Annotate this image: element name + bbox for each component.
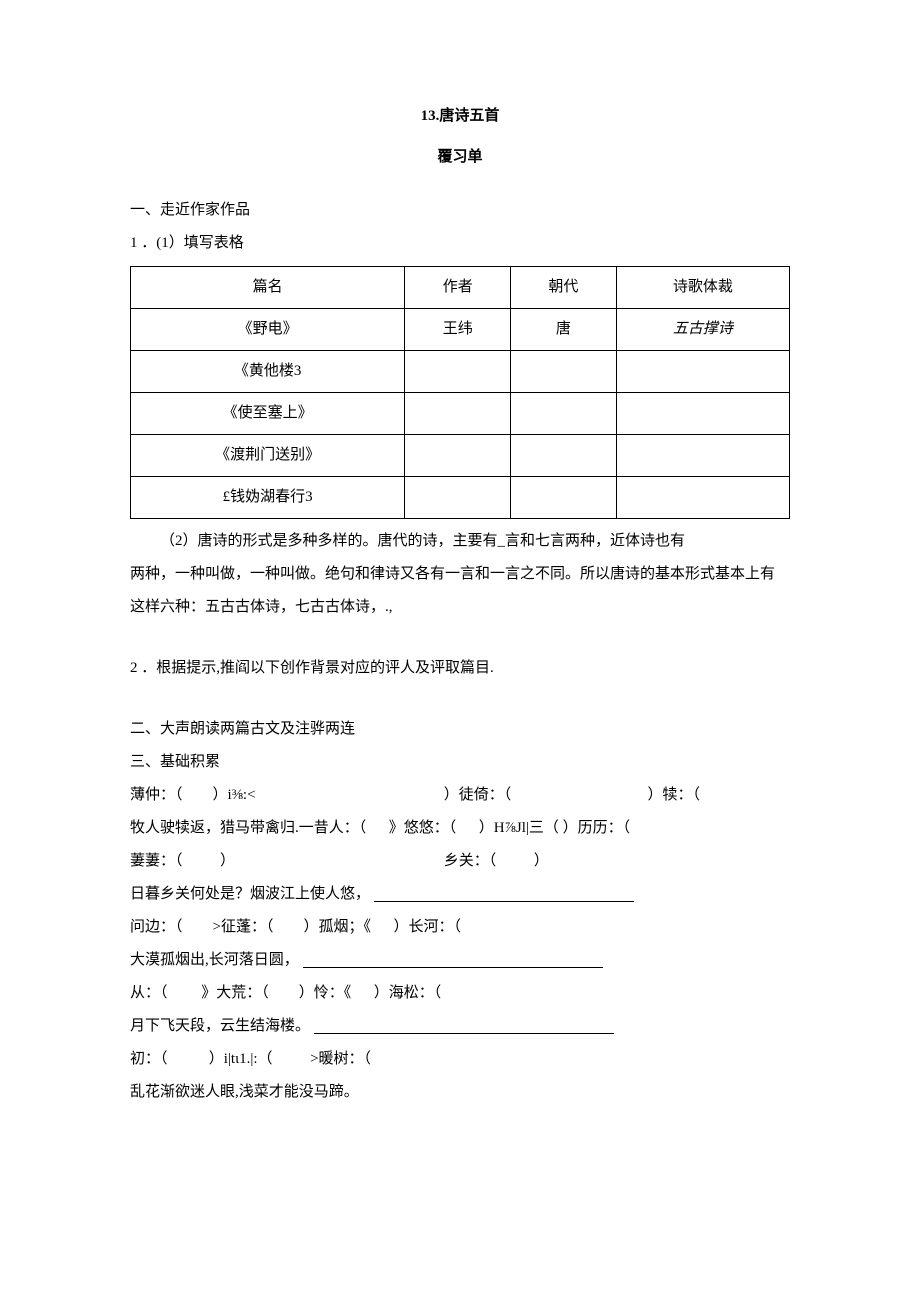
page-subtitle: 覆习单 <box>130 141 790 174</box>
section-3-heading: 三、基础积累 <box>130 746 790 779</box>
section-3: 三、基础积累 薄仲：（ ）i⅜:< ）徒倚：（ ）犊：（ 牧人驶犊返，猎马带禽归… <box>130 746 790 1109</box>
vocab-line-3: 萋萋：（ ） 乡关：（ ） <box>130 845 790 878</box>
th-dynasty: 朝代 <box>511 267 617 309</box>
sentence: 月下飞天段，云生结海楼。 <box>130 1018 310 1034</box>
term: ）怜：《 <box>299 985 352 1001</box>
table-row: 《黄他楼3 <box>131 351 790 393</box>
term: 薄仲：（ <box>130 787 183 803</box>
term: 牧人驶犊返，猎马带禽归.一昔人：（ <box>130 820 366 836</box>
term: >征蓬：（ <box>213 919 274 935</box>
th-author: 作者 <box>405 267 511 309</box>
cell[interactable] <box>616 351 789 393</box>
cell[interactable] <box>616 435 789 477</box>
term: ）H⅞Jl|三（ ）历历：（ <box>479 820 630 836</box>
table-header-row: 篇名 作者 朝代 诗歌体裁 <box>131 267 790 309</box>
term: ） <box>220 853 235 869</box>
cell[interactable] <box>511 477 617 519</box>
sentence: 大漠孤烟出,长河落日圆， <box>130 952 299 968</box>
cell[interactable] <box>616 477 789 519</box>
term: 》大荒：（ <box>201 985 269 1001</box>
item-2: 2 ．根据提示,推阎以下创作背景对应的评人及评取篇目. <box>130 652 790 685</box>
term: ）长河：（ <box>394 919 462 935</box>
term: ）孤烟；《 <box>303 919 371 935</box>
term: ）海松：（ <box>374 985 442 1001</box>
cell[interactable] <box>511 351 617 393</box>
cell: 《使至塞上》 <box>131 393 405 435</box>
cell[interactable] <box>405 435 511 477</box>
cell: 《野电》 <box>131 309 405 351</box>
blank-line[interactable] <box>303 953 603 968</box>
term: ）徒倚：（ <box>444 787 512 803</box>
term: 问边：（ <box>130 919 183 935</box>
th-name: 篇名 <box>131 267 405 309</box>
term: ）犊：（ <box>648 787 701 803</box>
term: 》悠悠：（ <box>389 820 457 836</box>
cell[interactable] <box>616 393 789 435</box>
sentence-line-8: 月下飞天段，云生结海楼。 <box>130 1010 790 1043</box>
term: 初：（ <box>130 1051 168 1067</box>
page-title: 13.唐诗五首 <box>130 100 790 133</box>
poem-table: 篇名 作者 朝代 诗歌体裁 《野电》 王纬 唐 五古撑诗 《黄他楼3 《使至塞上… <box>130 266 790 519</box>
cell: 王纬 <box>405 309 511 351</box>
term: 萋萋：（ <box>130 853 183 869</box>
item-1-1-label: 1 ．(1）填写表格 <box>130 227 790 260</box>
cell: 《渡荆门送别》 <box>131 435 405 477</box>
section-1: 一、走近作家作品 1 ．(1）填写表格 篇名 作者 朝代 诗歌体裁 《野电》 王… <box>130 194 790 685</box>
vocab-line-7: 从：（ 》大荒：（ ）怜：《 ）海松：（ <box>130 977 790 1010</box>
cell: 五古撑诗 <box>616 309 789 351</box>
cell: £钱妫湖春行3 <box>131 477 405 519</box>
section-2-heading: 二、大声朗读两篇古文及注骅两连 <box>130 713 790 746</box>
th-genre: 诗歌体裁 <box>616 267 789 309</box>
sentence-line-6: 大漠孤烟出,长河落日圆， <box>130 944 790 977</box>
cell[interactable] <box>511 393 617 435</box>
term: >暖树：（ <box>310 1051 371 1067</box>
blank-line[interactable] <box>374 887 634 902</box>
section-2: 二、大声朗读两篇古文及注骅两连 <box>130 713 790 746</box>
table-row: £钱妫湖春行3 <box>131 477 790 519</box>
vocab-line-5: 问边：（ >征蓬：（ ）孤烟；《 ）长河：（ <box>130 911 790 944</box>
term: 乡关：（ <box>444 853 497 869</box>
item-1-2-p1: （2）唐诗的形式是多种多样的。唐代的诗，主要有_言和七言两种，近体诗也有 <box>130 525 790 558</box>
term: 从：（ <box>130 985 168 1001</box>
item-1-2-p2: 两种，一种叫做，一种叫做。绝句和律诗又各有一言和一言之不同。所以唐诗的基本形式基… <box>130 558 790 591</box>
cell[interactable] <box>405 477 511 519</box>
sentence-line-10: 乱花渐欲迷人眼,浅菜才能没马蹄。 <box>130 1076 790 1109</box>
cell[interactable] <box>405 351 511 393</box>
cell: 唐 <box>511 309 617 351</box>
cell: 《黄他楼3 <box>131 351 405 393</box>
table-row: 《使至塞上》 <box>131 393 790 435</box>
term: ）i|tι1.|:（ <box>209 1051 273 1067</box>
blank-line[interactable] <box>314 1019 614 1034</box>
cell[interactable] <box>511 435 617 477</box>
vocab-line-2: 牧人驶犊返，猎马带禽归.一昔人：（ 》悠悠：（ ）H⅞Jl|三（ ）历历：（ <box>130 812 790 845</box>
cell[interactable] <box>405 393 511 435</box>
sentence: 乱花渐欲迷人眼,浅菜才能没马蹄。 <box>130 1084 359 1100</box>
vocab-line-9: 初：（ ）i|tι1.|:（ >暖树：（ <box>130 1043 790 1076</box>
term: ）i⅜:< <box>213 787 256 803</box>
item-1-2-p3: 这样六种：五古古体诗，七古古体诗，., <box>130 591 790 624</box>
vocab-line-1: 薄仲：（ ）i⅜:< ）徒倚：（ ）犊：（ <box>130 779 790 812</box>
table-row: 《渡荆门送别》 <box>131 435 790 477</box>
sentence-line-4: 日暮乡关何处是？烟波江上使人悠， <box>130 878 790 911</box>
table-row: 《野电》 王纬 唐 五古撑诗 <box>131 309 790 351</box>
sentence: 日暮乡关何处是？烟波江上使人悠， <box>130 886 370 902</box>
term: ） <box>534 853 549 869</box>
section-1-heading: 一、走近作家作品 <box>130 194 790 227</box>
